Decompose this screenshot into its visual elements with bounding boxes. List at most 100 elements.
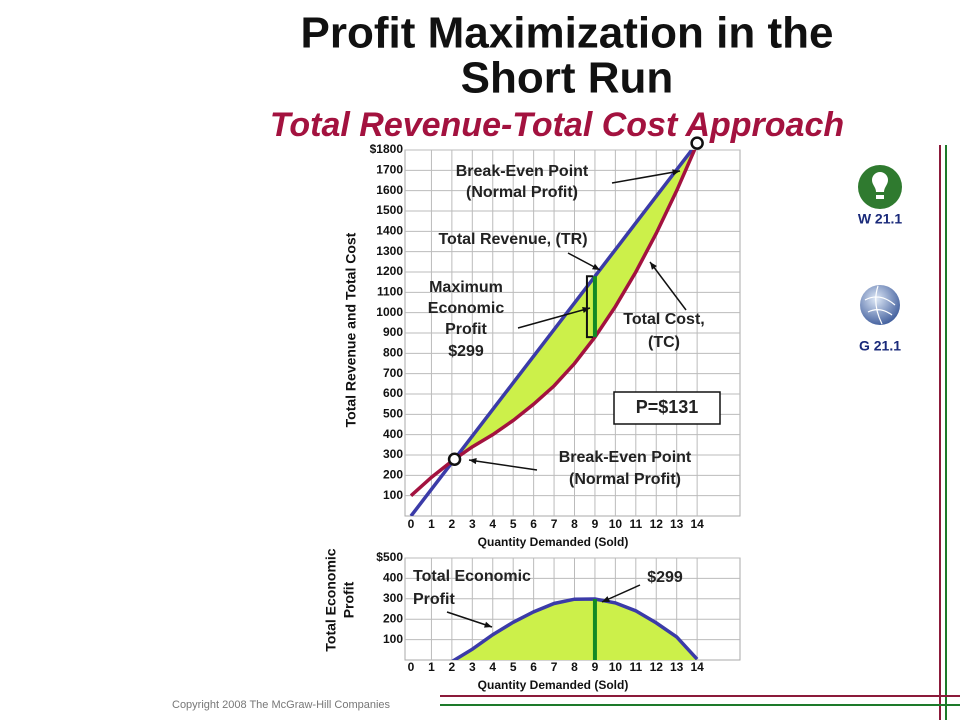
x-tick-label: 5	[510, 517, 517, 531]
x-tick-label: 10	[609, 660, 623, 674]
y-tick-label: 100	[383, 632, 403, 646]
annotation: (Normal Profit)	[466, 184, 578, 201]
annotation: Total Cost,	[623, 311, 704, 328]
x-tick-label: 4	[489, 660, 496, 674]
y-tick-label: 800	[383, 346, 403, 360]
x-tick-label: 8	[571, 660, 578, 674]
x-tick-label: 5	[510, 660, 517, 674]
y-axis-label: Profit	[341, 581, 357, 618]
annotation: $299	[647, 569, 683, 586]
arrow-head	[650, 262, 657, 270]
x-tick-label: 11	[629, 517, 642, 531]
x-tick-label: 0	[408, 517, 415, 531]
y-tick-label: 300	[383, 447, 403, 461]
plot-clip	[451, 597, 699, 660]
y-tick-label: 200	[383, 468, 403, 482]
y-tick-label: 1600	[376, 183, 403, 197]
x-tick-label: 1	[428, 660, 435, 674]
x-tick-label: 11	[629, 660, 642, 674]
arrow-head	[582, 306, 590, 313]
y-tick-label: 500	[383, 407, 403, 421]
y-tick-label: $1800	[370, 142, 404, 156]
x-tick-label: 4	[489, 517, 496, 531]
annotation-arrow	[468, 459, 538, 471]
arrow-head	[672, 169, 680, 176]
series-line	[451, 597, 699, 660]
annotation: Total Economic	[413, 568, 531, 585]
bracket	[585, 275, 593, 339]
x-axis-label: Quantity Demanded (Sold)	[478, 678, 629, 692]
y-axis-label: Total Revenue and Total Cost	[343, 232, 359, 427]
annotation-arrow	[517, 307, 591, 329]
x-tick-label: 1	[428, 517, 435, 531]
annotation: (TC)	[648, 334, 680, 351]
copyright: Copyright 2008 The McGraw-Hill Companies	[172, 699, 391, 711]
y-tick-label: 1000	[376, 305, 403, 319]
y-tick-label: 200	[383, 611, 403, 625]
y-tick-label: 400	[383, 571, 403, 585]
icon-label: G 21.1	[859, 338, 901, 354]
x-tick-label: 3	[469, 517, 476, 531]
y-axis-label: Total Economic	[323, 548, 339, 651]
annotation: (Normal Profit)	[569, 471, 681, 488]
x-tick-label: 14	[690, 660, 704, 674]
annotation-arrow	[446, 611, 493, 628]
y-tick-label: 900	[383, 325, 403, 339]
x-tick-label: 2	[449, 517, 456, 531]
annotation: Profit	[413, 591, 455, 608]
x-tick-label: 13	[670, 517, 684, 531]
x-tick-label: 10	[609, 517, 623, 531]
y-tick-label: 1300	[376, 244, 403, 258]
annotation: Economic	[428, 300, 505, 317]
x-tick-label: 12	[650, 660, 664, 674]
y-tick-label: 100	[383, 488, 403, 502]
icon-bulb	[872, 172, 888, 199]
x-tick-label: 9	[592, 517, 599, 531]
y-tick-label: 400	[383, 427, 403, 441]
x-axis-label: Quantity Demanded (Sold)	[478, 535, 629, 549]
price-box	[613, 391, 721, 425]
arrow-head	[484, 621, 492, 628]
x-tick-label: 7	[551, 660, 558, 674]
title-line: Short Run	[461, 54, 674, 103]
arrow-head	[602, 596, 610, 602]
x-tick-label: 0	[408, 660, 415, 674]
annotation: Break-Even Point	[559, 449, 692, 466]
annotation-arrow	[611, 170, 681, 184]
break-even-marker	[447, 452, 462, 466]
x-tick-label: 13	[670, 660, 684, 674]
x-tick-label: 12	[650, 517, 664, 531]
y-tick-label: $500	[376, 550, 403, 564]
x-tick-label: 8	[571, 517, 578, 531]
x-tick-label: 7	[551, 517, 558, 531]
subtitle: Total Revenue-Total Cost Approach	[270, 106, 844, 144]
series-line	[409, 150, 695, 516]
break-even-marker	[690, 136, 704, 150]
icon-globe	[864, 285, 896, 325]
icon[interactable]	[860, 285, 900, 325]
y-tick-label: 1100	[377, 285, 403, 299]
y-tick-label: 1500	[376, 203, 403, 217]
annotation: Maximum	[429, 279, 503, 296]
title-line: Profit Maximization in the	[301, 9, 834, 58]
annotation-arrow	[649, 261, 687, 311]
y-tick-label: 600	[383, 386, 403, 400]
annotation: Profit	[445, 321, 487, 338]
x-tick-label: 6	[530, 660, 537, 674]
x-tick-label: 9	[592, 660, 599, 674]
y-tick-label: 1200	[376, 264, 403, 278]
profit-area	[454, 599, 698, 660]
x-tick-label: 3	[469, 660, 476, 674]
x-tick-label: 14	[690, 517, 704, 531]
y-tick-label: 300	[383, 591, 403, 605]
arrow-head	[592, 263, 600, 270]
y-tick-label: 700	[383, 366, 403, 380]
annotation: Break-Even Point	[456, 163, 589, 180]
icon-label: W 21.1	[858, 211, 903, 227]
x-tick-label: 6	[530, 517, 537, 531]
annotation: P=$131	[636, 397, 699, 417]
y-tick-label: 1700	[376, 163, 403, 177]
y-tick-label: 1400	[376, 224, 403, 238]
arrow-head	[469, 457, 477, 465]
